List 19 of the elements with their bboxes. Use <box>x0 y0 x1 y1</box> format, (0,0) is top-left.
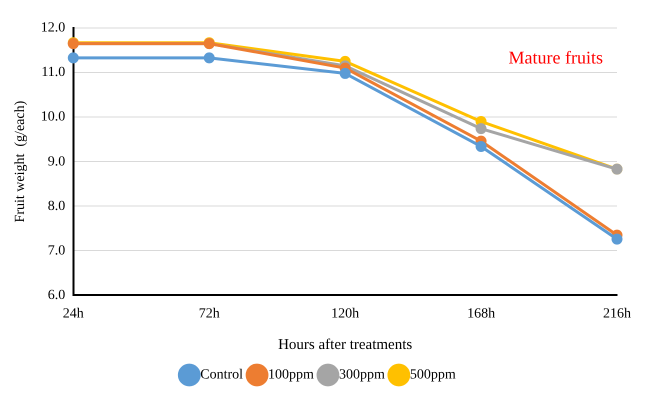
y-tick-label: 8.0 <box>48 198 66 214</box>
legend-label: 300ppm <box>338 368 385 383</box>
x-tick-label: 120h <box>331 306 360 322</box>
legend-label: Control <box>200 368 244 383</box>
y-tick-label: 7.0 <box>48 243 66 258</box>
y-tick-label: 11.0 <box>41 65 66 80</box>
x-tick-label: 72h <box>198 306 220 322</box>
y-axis-title: Fruit weight (g/each) <box>13 100 28 222</box>
y-tick-label: 12.0 <box>40 20 66 36</box>
y-tick-label: 6.0 <box>48 288 66 303</box>
y-tick-label: 9.0 <box>48 154 66 170</box>
x-axis-title: Hours after treatments <box>278 336 412 353</box>
x-tick-label: 168h <box>467 306 496 322</box>
y-tick-label: 10.0 <box>40 110 66 125</box>
legend-label: 500ppm <box>410 368 456 383</box>
x-tick-label: 216h <box>603 306 631 322</box>
legend-label: 100ppm <box>268 368 314 383</box>
x-tick-label: 24h <box>62 306 84 322</box>
annotation: Mature fruits <box>508 48 603 68</box>
